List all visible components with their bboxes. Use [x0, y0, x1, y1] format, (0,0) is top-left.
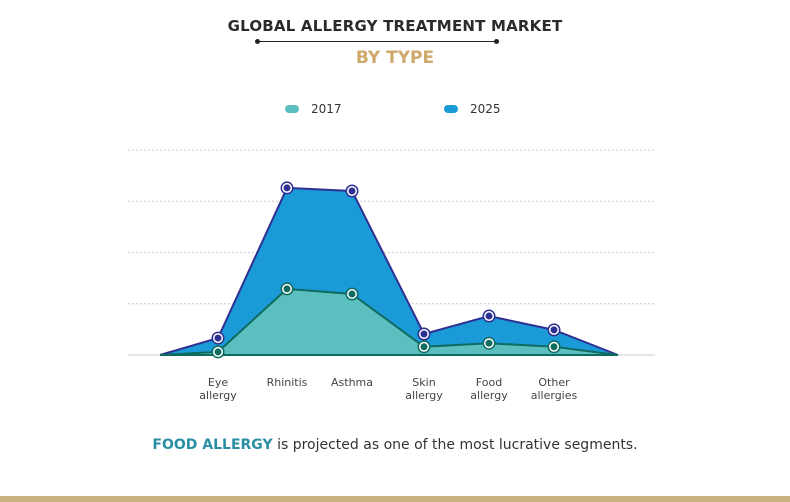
x-tick-label: Rhinitis	[247, 376, 327, 389]
point-dot-2017	[214, 348, 222, 356]
point-dot-2025	[348, 187, 356, 195]
legend-item-2017: 2017	[285, 102, 342, 116]
chart-subtitle: BY TYPE	[355, 48, 435, 68]
x-tick-label-line: allergy	[470, 389, 508, 402]
footnote: FOOD ALLERGY is projected as one of the …	[0, 437, 790, 453]
x-tick-label-line: Eye	[207, 376, 229, 389]
x-tick-label: Food allergy	[449, 376, 529, 402]
bottom-bar	[0, 496, 790, 502]
point-dot-2017	[420, 343, 428, 351]
x-tick-label: Other allergies	[514, 376, 594, 402]
x-tick-label-line: allergy	[199, 389, 237, 402]
point-dot-2025	[214, 334, 222, 342]
legend-label-2025: 2025	[470, 102, 501, 116]
line-2025	[159, 186, 619, 356]
legend-label-2017: 2017	[311, 102, 342, 116]
x-tick-label: Skin allergy	[384, 376, 464, 402]
point-dot-2025	[420, 330, 428, 338]
point-dot-2025	[485, 312, 493, 320]
x-tick-label-line: allergies	[530, 389, 578, 402]
legend-item-2025: 2025	[444, 102, 501, 116]
x-tick-label-line: allergy	[405, 389, 443, 402]
x-tick-label-line: Asthma	[331, 376, 373, 389]
x-tick-label-line: Rhinitis	[266, 376, 308, 389]
legend-swatch-2017	[285, 105, 299, 113]
point-dot-2017	[485, 339, 493, 347]
x-tick-label-line: Other	[538, 376, 570, 389]
x-tick-label: Asthma	[312, 376, 392, 389]
point-dot-2025	[283, 184, 291, 192]
point-dot-2025	[550, 326, 558, 334]
point-dot-2017	[348, 290, 356, 298]
footnote-text: is projected as one of the most lucrativ…	[272, 437, 638, 453]
legend-swatch-2025	[444, 105, 458, 113]
chart-title: GLOBAL ALLERGY TREATMENT MARKET	[227, 17, 563, 35]
title-divider	[255, 39, 499, 44]
x-tick-label-line: Food	[475, 376, 503, 389]
x-tick-label: Eye allergy	[178, 376, 258, 402]
line-2017	[159, 287, 619, 356]
point-dot-2017	[283, 285, 291, 293]
x-tick-label-line: Skin	[412, 376, 436, 389]
footnote-highlight: FOOD ALLERGY	[152, 437, 273, 453]
point-dot-2017	[550, 343, 558, 351]
